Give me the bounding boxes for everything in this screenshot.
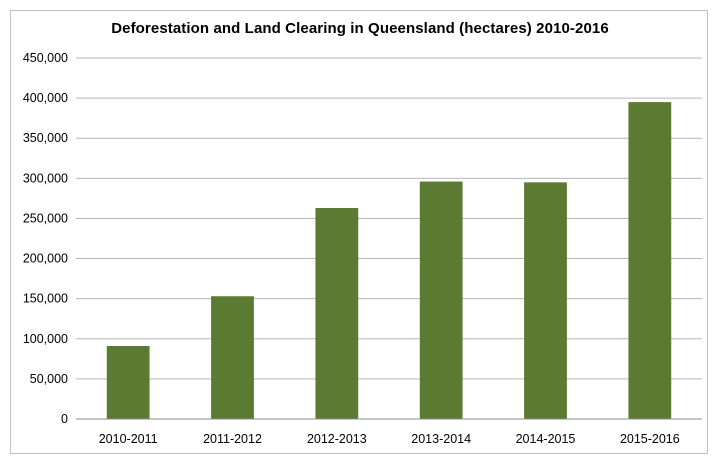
gridlines <box>76 57 702 380</box>
y-tick-label: 400,000 <box>23 91 68 105</box>
x-tick-label: 2014-2015 <box>516 432 576 446</box>
x-axis-ticks: 2010-2011 2011-2012 2012-2013 2013-2014 2014… <box>99 432 680 446</box>
y-tick-label: 50,000 <box>30 372 68 386</box>
y-tick-label: 350,000 <box>23 131 68 145</box>
y-tick-label: 100,000 <box>23 332 68 346</box>
y-tick-label: 450,000 <box>23 51 68 65</box>
bar <box>315 208 359 419</box>
bar <box>419 181 463 419</box>
bar <box>106 345 150 419</box>
bar <box>628 102 672 419</box>
y-tick-label: 300,000 <box>23 171 68 185</box>
x-tick-label: 2015-2016 <box>620 432 680 446</box>
x-tick-label: 2012-2013 <box>307 432 367 446</box>
bar <box>211 296 254 419</box>
y-tick-label: 150,000 <box>23 292 68 306</box>
y-tick-label: 200,000 <box>23 252 68 266</box>
bars <box>106 102 672 419</box>
x-tick-label: 2010-2011 <box>99 432 158 446</box>
x-tick-label: 2011-2012 <box>203 432 262 446</box>
y-tick-label: 250,000 <box>23 211 68 225</box>
bar <box>524 182 567 419</box>
chart-title: Deforestation and Land Clearing in Queen… <box>111 20 609 37</box>
y-tick-label: 0 <box>61 412 68 426</box>
y-axis-ticks: 0 50,000 100,000 150,000 200,000 250,000 300,0… <box>23 51 68 426</box>
x-tick-label: 2013-2014 <box>411 432 471 446</box>
